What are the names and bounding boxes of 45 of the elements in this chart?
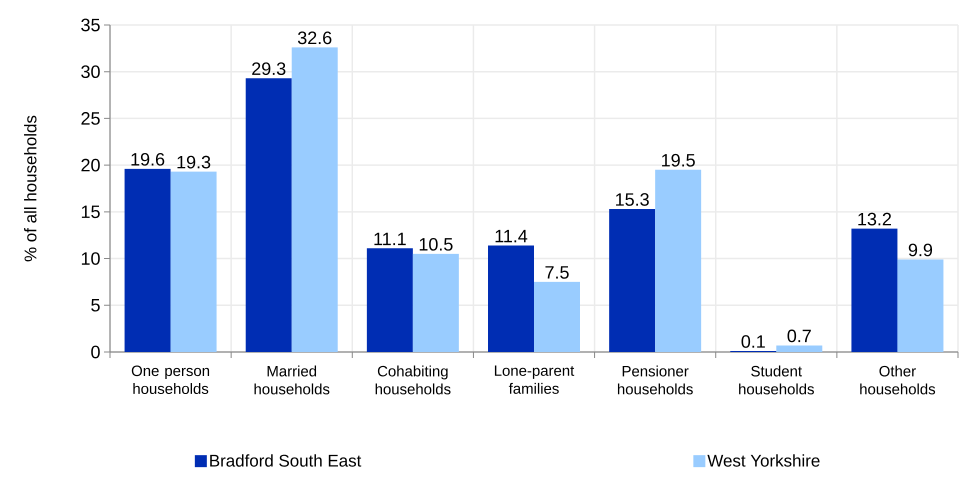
data-label: 0.1 [742,335,765,348]
bar [897,259,944,352]
bar [851,228,898,352]
data-label: 19.6 [131,152,164,166]
bar [124,168,171,352]
data-label: 13.2 [858,212,891,226]
legend-label: Bradford South East [210,454,362,467]
y-axis-title: % of all households [24,116,36,262]
bar [534,282,580,352]
data-label: 11.1 [374,232,406,246]
y-tick-label: 15 [82,206,100,218]
x-tick-label: Student households [739,366,814,394]
bar [412,254,459,352]
bar [655,170,702,352]
bar [609,209,656,352]
y-tick-label: 0 [91,346,100,358]
data-label: 19.3 [177,156,210,168]
x-tick-label: Pensioner households [618,366,693,394]
y-tick-label: 35 [81,18,100,32]
y-tick-label: 5 [91,299,100,312]
bar [488,245,534,352]
bar [776,345,822,352]
x-tick-label: One person households [132,366,210,394]
x-tick-label: Lone-parent families [494,366,574,394]
legend-label: West Yorkshire [707,454,820,467]
data-label: 32.6 [298,32,332,44]
x-tick-label: Cohabiting households [376,366,451,394]
bar [246,78,292,352]
x-tick-label: Other households [860,366,936,394]
x-tick-label: Married households [254,366,330,394]
data-label: 0.7 [788,330,811,342]
y-tick-label: 10 [82,252,100,265]
data-label: 11.4 [496,230,528,242]
data-label: 29.3 [252,62,286,76]
y-tick-label: 20 [81,158,100,172]
data-label: 10.5 [420,238,453,251]
data-label: 7.5 [545,266,569,279]
y-tick-label: 30 [81,65,100,78]
y-tick-label: 25 [81,112,100,125]
data-label: 19.5 [662,154,695,167]
data-label: 15.3 [616,193,649,206]
data-label: 9.9 [908,244,932,256]
bar [366,248,413,352]
bar [170,172,217,352]
bar [292,47,338,352]
